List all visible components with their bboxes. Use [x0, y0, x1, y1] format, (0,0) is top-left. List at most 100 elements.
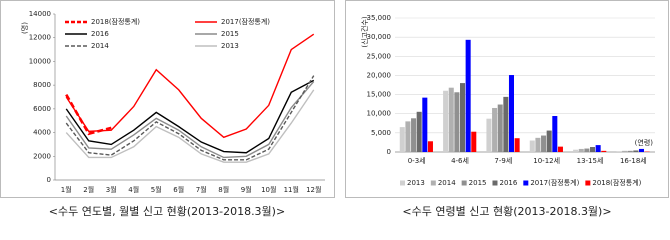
bar [535, 137, 541, 152]
bar [633, 150, 639, 152]
x-tick-label: 7월 [196, 185, 207, 194]
y-axis-label: (신고건수) [360, 16, 369, 47]
bar [573, 149, 579, 152]
legend-label: 2017(잠정통계) [221, 17, 270, 26]
bar [578, 148, 584, 152]
bar [405, 121, 411, 152]
legend-label: 2016 [91, 30, 109, 38]
bar [601, 150, 607, 152]
bar [546, 130, 552, 152]
x-tick-label: 7-9세 [494, 156, 512, 165]
legend-label: 2013 [221, 42, 239, 50]
y-tick-label: 10000 [29, 57, 51, 65]
bar [416, 111, 422, 152]
legend-label: 2018(잠정통계) [592, 178, 641, 187]
x-tick-label: 12월 [306, 185, 321, 194]
bar [529, 140, 535, 152]
y-tick-label: 5,000 [371, 129, 391, 137]
y-tick-label: 15,000 [367, 91, 392, 99]
x-tick-label: 9월 [241, 185, 252, 194]
x-tick-label: 10월 [261, 185, 276, 194]
y-axis-label: (명) [20, 22, 29, 34]
bar [541, 135, 547, 152]
y-tick-label: 0 [387, 148, 391, 156]
x-tick-label: 2월 [83, 185, 94, 194]
y-tick-label: 6000 [33, 105, 51, 113]
legend-label: 2015 [469, 179, 487, 187]
x-axis-label: (연령) [635, 139, 654, 147]
bar [552, 116, 558, 152]
page: <수두 연도별, 월별 신고 현황(2013-2018.3월)> (명) 0 2000… [0, 0, 669, 218]
bar [465, 39, 471, 152]
bar [595, 145, 601, 152]
bar [590, 147, 596, 152]
y-tick-label: 12000 [29, 34, 51, 42]
line-series [65, 79, 315, 154]
y-tick-label: 20,000 [367, 71, 392, 79]
bar [443, 90, 449, 152]
x-tick-label: 10-12세 [533, 156, 560, 165]
x-tick-label: 4-6세 [451, 156, 469, 165]
x-tick-label: 11월 [284, 185, 299, 194]
bar [460, 83, 466, 152]
legend-swatch [585, 180, 591, 186]
x-tick-label: 3월 [106, 185, 117, 194]
y-tick-label: 14000 [29, 10, 51, 18]
bar [627, 150, 633, 152]
chart-title: <수두 연령별 신고 현황(2013-2018.3월)> [402, 205, 611, 218]
legend-label: 2014 [91, 42, 109, 50]
line-series [65, 75, 315, 161]
bar [427, 141, 433, 152]
legend-swatch [492, 180, 498, 186]
x-tick-label: 1월 [61, 185, 72, 194]
y-tick-label: 4000 [33, 129, 51, 137]
bar [508, 75, 514, 152]
bar [497, 104, 503, 152]
x-tick-label: 13-15세 [577, 156, 604, 165]
legend-label: 2018(잠정통계) [91, 17, 140, 26]
bar [486, 118, 492, 152]
line-series [65, 33, 315, 139]
y-tick-label: 30,000 [367, 33, 392, 41]
legend-swatch [461, 180, 467, 186]
bar [503, 96, 509, 152]
chart-title: <수두 연도별, 월별 신고 현황(2013-2018.3월)> [49, 205, 285, 218]
y-tick-label: 10,000 [367, 110, 392, 118]
bar [584, 148, 590, 152]
x-tick-label: 0-3세 [408, 156, 426, 165]
legend-swatch [523, 180, 529, 186]
bar [471, 131, 477, 152]
y-tick-label: 8000 [33, 81, 51, 89]
bar [638, 148, 644, 152]
line-series [65, 81, 315, 159]
legend-label: 2015 [221, 30, 239, 38]
legend-label: 2014 [438, 179, 456, 187]
panel-frame [345, 0, 669, 198]
y-tick-label: 25,000 [367, 52, 392, 60]
bar [514, 138, 520, 152]
bar [557, 146, 563, 152]
panel-frame [0, 0, 335, 198]
x-tick-label: 5월 [151, 185, 162, 194]
line-series [65, 93, 112, 136]
bar [448, 87, 454, 152]
legend-label: 2016 [499, 179, 517, 187]
legend-label: 2013 [407, 179, 425, 187]
x-tick-label: 6월 [173, 185, 184, 194]
bar [411, 118, 417, 152]
x-tick-label: 16-18세 [620, 156, 647, 165]
bar [622, 150, 628, 152]
y-tick-label: 2000 [33, 152, 51, 160]
bar [422, 97, 428, 152]
x-tick-label: 8월 [218, 185, 229, 194]
bar [454, 92, 460, 152]
bar [616, 151, 622, 152]
line-series [65, 89, 315, 163]
legend-swatch [400, 180, 405, 186]
legend-label: 2017(잠정통계) [530, 178, 579, 187]
legend-swatch [430, 180, 436, 186]
y-tick-label: 35,000 [367, 14, 392, 22]
bar [399, 127, 405, 152]
bar [492, 107, 498, 152]
y-tick-label: 0 [47, 176, 51, 184]
